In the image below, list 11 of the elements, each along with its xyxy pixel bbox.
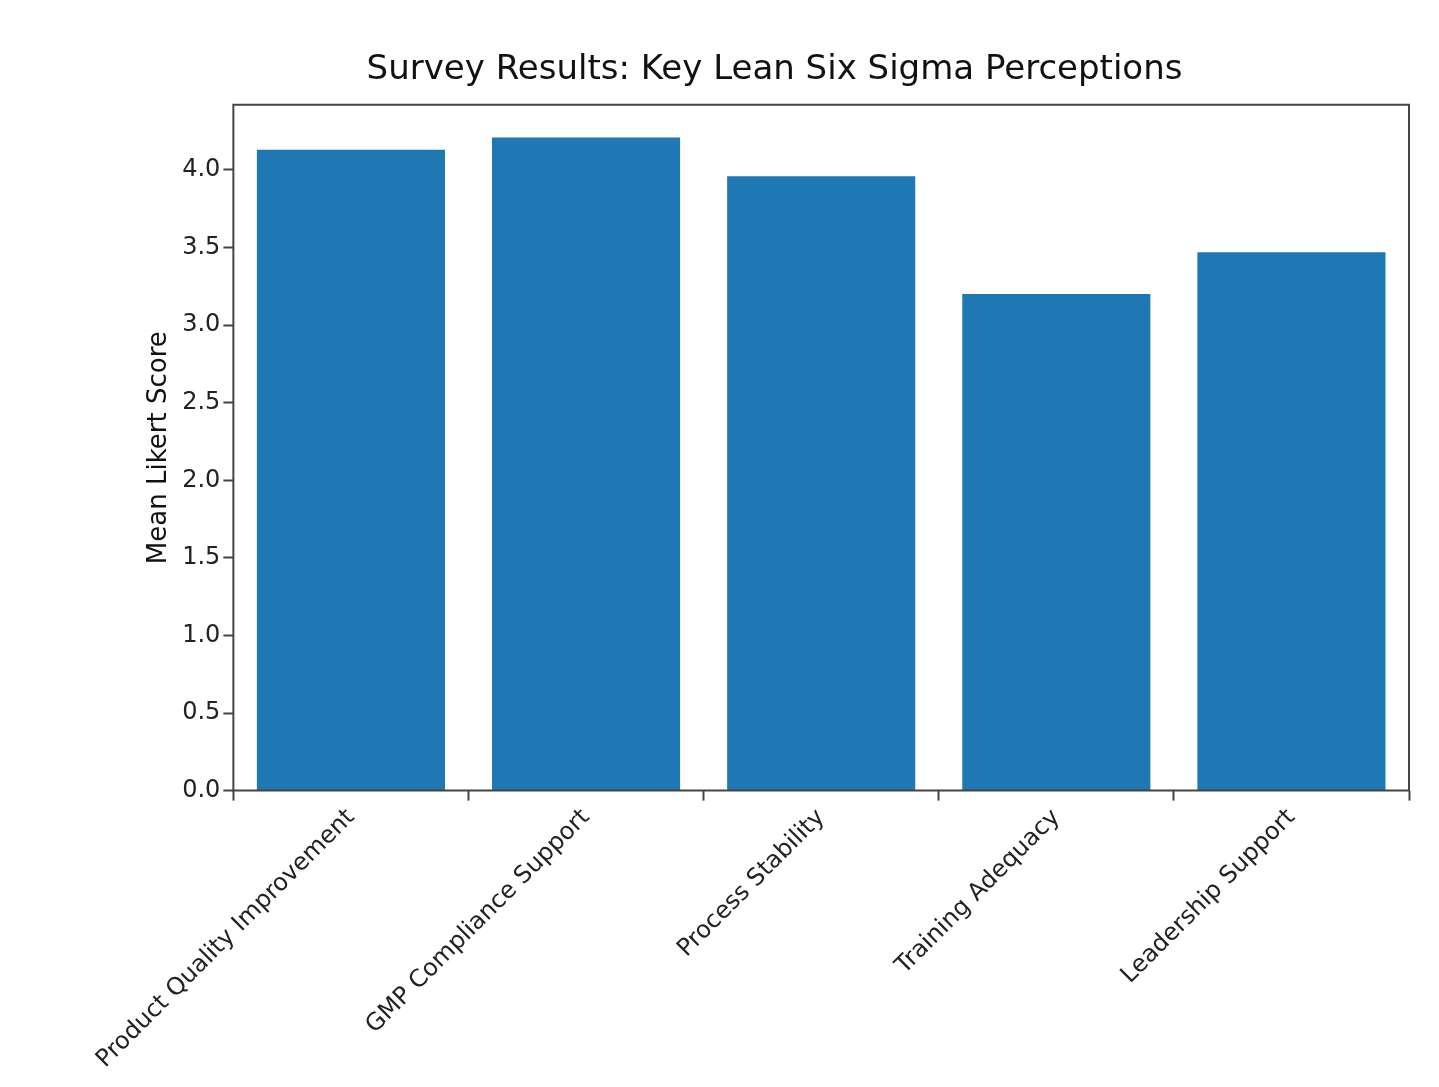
y-tick-label: 2.0 <box>182 464 221 493</box>
y-tick-label: 3.5 <box>182 231 221 260</box>
y-tick-label: 1.0 <box>182 619 221 648</box>
y-tick-label: 0.0 <box>182 774 221 803</box>
y-axis-title: Mean Likert Score <box>142 331 173 565</box>
y-tick-label: 2.5 <box>182 386 221 415</box>
chart-title: Survey Results: Key Lean Six Sigma Perceptions <box>366 47 1183 88</box>
y-tick-label: 1.5 <box>182 542 221 571</box>
y-tick-label: 4.0 <box>182 154 221 183</box>
y-tick-label: 0.5 <box>182 697 221 726</box>
y-tick-label: 3.0 <box>182 309 221 338</box>
